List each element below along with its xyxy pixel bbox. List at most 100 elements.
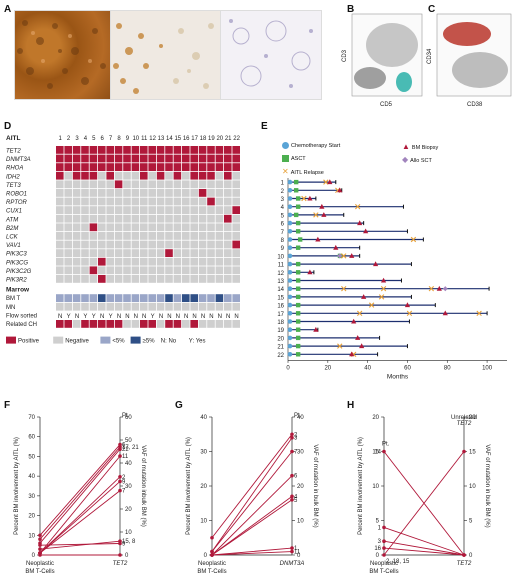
heatmap-cell [165, 214, 173, 223]
heatmap-cell [173, 266, 182, 275]
heatmap-cell [56, 223, 64, 232]
heatmap-ch-cell [182, 320, 190, 328]
heatmap-cell [165, 146, 173, 154]
pair-label: 4 [294, 494, 298, 500]
heatmap-cell [140, 214, 148, 223]
swimmer-patient-label: 3 [281, 197, 285, 203]
heatmap-cell [224, 154, 232, 163]
pair-line [39, 540, 121, 550]
pair-label: 2 [122, 475, 126, 481]
heatmap-flow-value: N [117, 314, 121, 320]
heatmap-cell [190, 189, 198, 197]
pair-point-left [38, 541, 42, 545]
heatmap-cell [89, 249, 98, 257]
heatmap-cell [156, 146, 165, 154]
right-axis-label: VAF of mutation in bulk BM (%) [312, 444, 318, 527]
pair-label: 2, 18, 15 [386, 559, 410, 565]
heatmap-legend-low: <5% [112, 339, 125, 345]
heatmap-cell [106, 206, 114, 214]
heatmap-cell [114, 214, 123, 223]
heatmap-cell [148, 275, 156, 283]
heatmap-gene-label: PIK3C2G [6, 269, 32, 275]
swimmer-patient-label: 22 [277, 353, 284, 359]
swimmer-patient-label: 13 [277, 279, 284, 285]
heatmap-cell [190, 197, 198, 206]
swimmer-biopsy-point [321, 212, 327, 217]
heatmap-ch-cell [198, 320, 207, 328]
swimmer-asct-point [295, 302, 301, 308]
swimmer-biopsy-point [327, 179, 333, 185]
heatmap-cell [89, 171, 98, 180]
right-tick-label: 0 [469, 553, 473, 559]
heatmap-mn-cell [131, 302, 140, 311]
heatmap-cell [173, 249, 182, 257]
heatmap-flow-value: N [125, 314, 129, 320]
pair-point-left [210, 553, 214, 557]
heatmap-ch-cell [106, 320, 114, 328]
heatmap-cell [148, 146, 156, 154]
pt-label: Pt. [382, 442, 390, 448]
heatmap-cell [81, 180, 89, 189]
swimmer-asct-point [293, 212, 299, 218]
heatmap-mn-cell [207, 302, 215, 311]
swimmer-biopsy-point [361, 294, 367, 299]
swimmer-biopsy-point [333, 244, 339, 250]
heatmap-cell [198, 266, 207, 275]
heatmap-cell [131, 197, 140, 206]
pair-line [39, 446, 121, 540]
heatmap-ch-label: Related CH [6, 322, 37, 328]
heatmap-cell [215, 249, 224, 257]
heatmap-col-label: 17 [191, 136, 198, 142]
heatmap-cell [165, 240, 173, 249]
right-tick-label: 30 [125, 484, 132, 490]
heatmap-cell [198, 163, 207, 171]
swimmer-biopsy-point [307, 195, 313, 201]
pair-point-left [382, 553, 386, 557]
heatmap-cell [81, 257, 89, 266]
heatmap-cell [173, 206, 182, 214]
heatmap-cell [182, 266, 190, 275]
heatmap-cell [131, 223, 140, 232]
heatmap-cell [224, 146, 232, 154]
heatmap-cell [123, 146, 131, 154]
heatmap-cell [207, 206, 215, 214]
swimmer-x-tick-label: 60 [404, 365, 411, 371]
left-tick-label: 10 [372, 484, 379, 490]
heatmap-cell [165, 171, 173, 180]
heatmap-cell [81, 266, 89, 275]
left-tick-label: 0 [32, 553, 36, 559]
heatmap-mn-cell [123, 302, 131, 311]
x-label-left-line1: Neoplastic [370, 561, 398, 567]
swimmer-asct-point [295, 327, 301, 332]
heatmap-cell [165, 197, 173, 206]
swimmer-chemo-point [287, 229, 293, 234]
legend-relapse: ✕ AITL Relapse [282, 167, 324, 176]
swimmer-relapse-point [354, 204, 361, 210]
left-tick-label: 20 [28, 514, 35, 520]
heatmap-cell [106, 266, 114, 275]
heatmap-cell [81, 214, 89, 223]
heatmap-cell [207, 180, 215, 189]
swimmer-relapse-point [356, 310, 363, 316]
left-tick-label: 30 [28, 494, 35, 500]
left-tick-label: 50 [28, 454, 35, 460]
heatmap-cell [156, 171, 165, 180]
heatmap-cell [182, 171, 190, 180]
heatmap-ch-cell [123, 320, 131, 328]
pair-label: 11 [122, 454, 129, 460]
heatmap-ch-cell [64, 320, 72, 328]
heatmap-cell [140, 249, 148, 257]
heatmap-cell [81, 189, 89, 197]
heatmap-cell [224, 266, 232, 275]
x-label-left-line2: BM T-Cells [197, 569, 226, 575]
heatmap-cell [173, 171, 182, 180]
pair-point-right [118, 553, 122, 557]
heatmap-mn-cell [224, 302, 232, 311]
pair-label: 1 [378, 525, 382, 531]
pair-line [211, 547, 293, 556]
pair-point-right [290, 549, 294, 554]
heatmap-cell [81, 154, 89, 163]
swimmer-biopsy-point [363, 228, 369, 234]
heatmap-cell [114, 163, 123, 171]
heatmap-cell [140, 146, 148, 154]
